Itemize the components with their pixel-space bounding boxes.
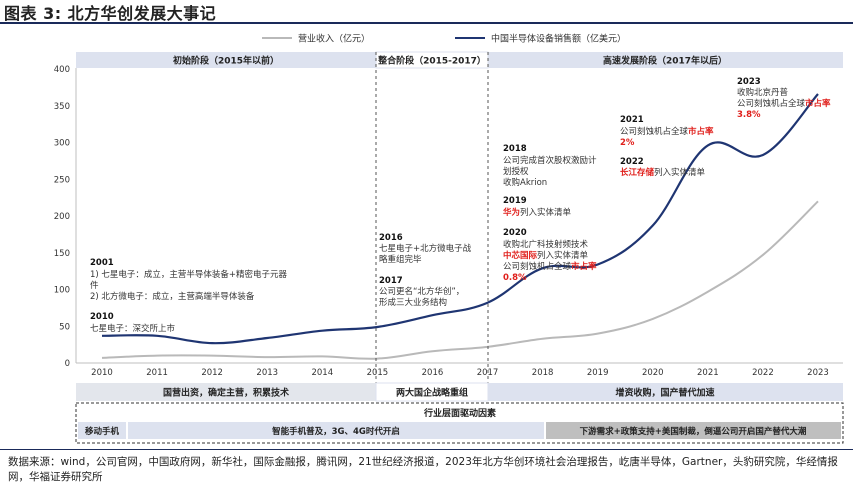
anno-2017-line-1: 公司更名“北方华创”， <box>379 286 464 297</box>
y-tick-label: 400 <box>54 65 70 75</box>
x-tick-label: 2015 <box>367 368 389 378</box>
y-tick-label: 0 <box>65 359 70 369</box>
anno-2021-red: 市占率 <box>688 126 714 137</box>
anno-2001-line-1: 1) 七星电子：成立，主营半导体装备+精密电子元器 <box>90 269 288 280</box>
anno-2018-line-1: 公司完成首次股权激励计 <box>503 155 597 166</box>
anno-year-2001: 2001 <box>90 258 114 268</box>
chart: 营业收入（亿元） 中国半导体设备销售额（亿美元） 初始阶段（2015年以前） 整… <box>0 0 853 450</box>
anno-2019-red: 华为 <box>503 207 520 218</box>
anno-2016-line-1: 七星电子+北方微电子战 <box>379 243 472 254</box>
anno-year-2020: 2020 <box>503 228 527 238</box>
phase-headers: 初始阶段（2015年以前） 整合阶段（2015-2017） 高速发展阶段（201… <box>76 52 843 68</box>
x-tick-label: 2011 <box>146 368 168 378</box>
y-tick-label: 100 <box>54 286 70 296</box>
anno-2020-red-2: 市占率 <box>571 261 597 272</box>
x-axis-ticks: 2010201120122013201420152016201720182019… <box>91 368 829 378</box>
anno-year-2023: 2023 <box>737 77 761 87</box>
anno-2020-rest-2: 公司刻蚀机占全球 <box>503 261 572 272</box>
anno-2021-rest: 公司刻蚀机占全球 <box>620 126 689 137</box>
anno-2001-line-2: 件 <box>90 280 99 291</box>
anno-2023-rest: 公司刻蚀机占全球 <box>737 98 806 109</box>
anno-2023-line-1: 收购北京丹普 <box>737 87 789 98</box>
anno-2020-line-4: 0.8% <box>503 273 527 283</box>
drivers-box: 行业层面驱动因素 移动手机 智能手机普及，3G、4G时代开启 下游需求+政策支持… <box>76 403 843 443</box>
drivers-title: 行业层面驱动因素 <box>423 407 496 419</box>
x-tick-label: 2016 <box>422 368 444 378</box>
driver-cell-2: 智能手机普及，3G、4G时代开启 <box>271 426 400 437</box>
y-axis-ticks: 0 50 100 150 200 250 300 350 400 <box>54 65 70 369</box>
anno-2022-rest: 列入实体清单 <box>654 167 706 178</box>
x-tick-label: 2018 <box>532 368 554 378</box>
x-tick-label: 2021 <box>697 368 719 378</box>
anno-year-2016: 2016 <box>379 233 403 243</box>
anno-2021-line-1: 公司刻蚀机占全球市占率 <box>620 126 714 137</box>
anno-year-2021: 2021 <box>620 115 644 125</box>
anno-2020-line-2: 中芯国际列入实体清单 <box>503 250 589 261</box>
anno-2001-line-3: 2) 北方微电子：成立，主营高端半导体装备 <box>90 291 255 302</box>
anno-2020-line-3: 公司刻蚀机占全球市占率 <box>503 261 597 272</box>
anno-year-2018: 2018 <box>503 144 527 154</box>
anno-2018-line-3: 收购Akrion <box>503 177 547 188</box>
anno-2022-red: 长江存储 <box>620 167 655 178</box>
stage-cell-2: 两大国企战略重组 <box>396 387 468 399</box>
anno-2023-red: 市占率 <box>805 98 831 109</box>
anno-year-2010: 2010 <box>90 312 114 322</box>
anno-2019-line-1: 华为列入实体清单 <box>503 207 572 218</box>
x-tick-label: 2019 <box>587 368 609 378</box>
x-tick-label: 2012 <box>201 368 223 378</box>
y-tick-label: 350 <box>54 102 70 112</box>
y-tick-label: 150 <box>54 249 70 259</box>
x-tick-label: 2020 <box>642 368 664 378</box>
phase-header-1: 初始阶段（2015年以前） <box>173 55 279 67</box>
anno-2019-rest: 列入实体清单 <box>520 207 572 218</box>
x-tick-label: 2022 <box>752 368 774 378</box>
stage-cell-1: 国营出资，确定主营，积累技术 <box>163 387 289 399</box>
anno-2022-line-1: 长江存储列入实体清单 <box>620 167 706 178</box>
anno-2020-red-1: 中芯国际 <box>503 250 538 261</box>
anno-year-2022: 2022 <box>620 157 644 167</box>
driver-cell-1: 移动手机 <box>85 426 120 437</box>
anno-2016-line-2: 略重组完毕 <box>379 254 422 265</box>
phase-header-3: 高速发展阶段（2017年以后） <box>603 55 727 67</box>
stage-cell-3: 增资收购，国产替代加速 <box>615 387 714 399</box>
x-tick-label: 2010 <box>91 368 113 378</box>
annotations: 2001 1) 七星电子：成立，主营半导体装备+精密电子元器 件 2) 北方微电… <box>90 77 831 334</box>
source-note: 数据来源：wind，公司官网，中国政府网，新华社，国际金融报，腾讯网，21世纪经… <box>8 455 853 485</box>
anno-2023-line-3: 3.8% <box>737 110 761 120</box>
anno-year-2017: 2017 <box>379 276 403 286</box>
anno-2017-line-2: 形成三大业务结构 <box>379 297 447 308</box>
series-line-revenue <box>102 201 818 358</box>
x-tick-label: 2023 <box>807 368 829 378</box>
legend-label-equipment: 中国半导体设备销售额（亿美元） <box>491 33 626 45</box>
y-tick-label: 250 <box>54 175 70 185</box>
anno-2023-line-2: 公司刻蚀机占全球市占率 <box>737 98 831 109</box>
x-tick-label: 2014 <box>311 368 333 378</box>
legend-label-revenue: 营业收入（亿元） <box>298 33 370 45</box>
anno-2020-rest-1: 列入实体清单 <box>537 250 589 261</box>
source-rule <box>0 449 853 450</box>
x-tick-label: 2013 <box>256 368 278 378</box>
anno-2020-line-1: 收购北广科技射频技术 <box>503 239 589 250</box>
phase-header-2: 整合阶段（2015-2017） <box>377 55 486 67</box>
stage-row: 国营出资，确定主营，积累技术 两大国企战略重组 增资收购，国产替代加速 <box>76 383 843 401</box>
y-tick-label: 300 <box>54 139 70 149</box>
anno-year-2019: 2019 <box>503 196 527 206</box>
anno-2021-line-2: 2% <box>620 138 635 148</box>
driver-cell-3: 下游需求+政策支持+美国制裁，倒逼公司开启国产替代大潮 <box>580 426 807 437</box>
legend: 营业收入（亿元） 中国半导体设备销售额（亿美元） <box>262 33 626 45</box>
y-tick-label: 50 <box>59 322 70 332</box>
y-tick-label: 200 <box>54 212 70 222</box>
anno-2018-line-2: 划授权 <box>503 166 529 177</box>
anno-2010-line-1: 七星电子：深交所上市 <box>90 323 176 334</box>
